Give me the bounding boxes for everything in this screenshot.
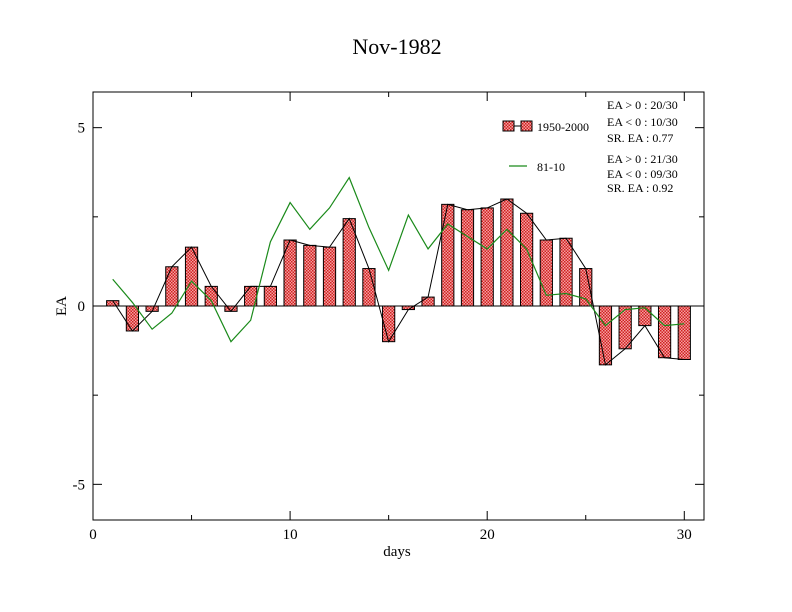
bar — [500, 198, 514, 307]
bar — [382, 305, 396, 343]
bar — [263, 285, 277, 307]
stats-1950-line-2: EA < 0 : 10/30 — [607, 115, 678, 129]
stats-1950-line-1: EA > 0 : 20/30 — [607, 98, 678, 112]
line-81-10 — [112, 176, 685, 343]
bar — [677, 305, 691, 360]
y-tick-label: 5 — [78, 121, 86, 137]
bar — [362, 268, 376, 307]
bar — [539, 239, 553, 307]
stats-8110-line-3: SR. EA : 0.92 — [607, 181, 673, 195]
x-tick-label: 20 — [480, 527, 495, 543]
line-1950-2000 — [112, 198, 685, 366]
x-axis-ticks: 0 10 20 30 — [89, 92, 692, 543]
x-tick-label: 30 — [677, 527, 692, 543]
bar — [165, 266, 179, 307]
legend: 1950-2000 81-10 EA > 0 : 20/30 EA < 0 : … — [502, 98, 678, 195]
bar — [303, 244, 317, 307]
legend-1950-swatch-right — [520, 120, 533, 132]
bar — [638, 305, 652, 327]
legend-1950-label: 1950-2000 — [537, 120, 589, 134]
bar — [322, 246, 337, 307]
bar — [460, 209, 475, 307]
y-tick-label: -5 — [73, 477, 86, 493]
x-axis-label: days — [383, 544, 411, 560]
stats-1950-line-3: SR. EA : 0.77 — [607, 131, 673, 145]
stats-8110-line-1: EA > 0 : 21/30 — [607, 152, 678, 166]
bars-1950-2000 — [106, 198, 691, 366]
bar — [559, 237, 573, 307]
y-tick-label: 0 — [78, 299, 86, 315]
bar — [441, 203, 455, 307]
x-tick-label: 10 — [283, 527, 298, 543]
bar — [421, 296, 435, 307]
legend-1950-swatch-left — [502, 120, 515, 132]
chart-title: Nov-1982 — [352, 34, 441, 59]
x-tick-label: 0 — [89, 527, 97, 543]
bar — [342, 218, 356, 307]
stats-8110-line-2: EA < 0 : 09/30 — [607, 167, 678, 181]
y-axis-label: EA — [54, 296, 70, 316]
bar — [598, 305, 613, 366]
legend-8110-label: 81-10 — [537, 160, 565, 174]
bar — [480, 207, 494, 307]
